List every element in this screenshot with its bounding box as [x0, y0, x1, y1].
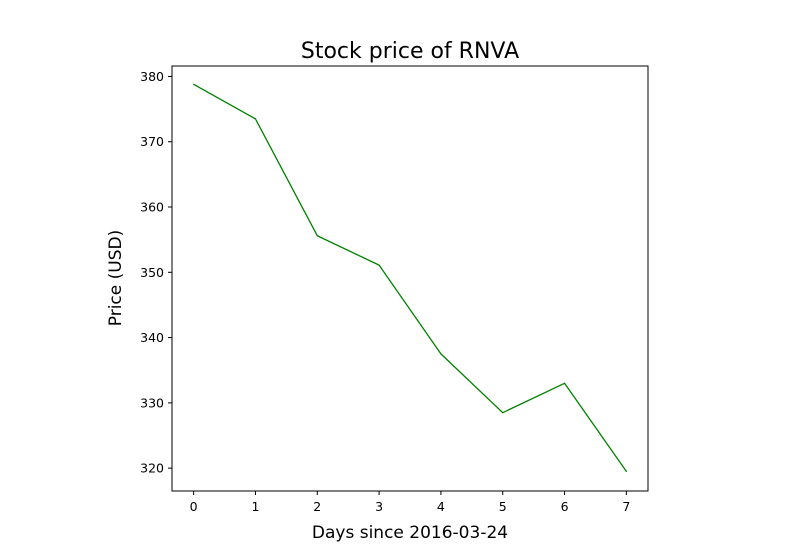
y-tick-label: 320 — [140, 461, 164, 476]
y-axis-label: Price (USD) — [106, 230, 126, 326]
x-axis-label: Days since 2016-03-24 — [312, 523, 508, 543]
price-data-point — [378, 264, 380, 266]
x-axis-ticks: 0 1 2 3 4 5 6 7 — [190, 491, 630, 514]
price-data-point — [440, 353, 442, 355]
plot-area-frame — [171, 65, 649, 492]
price-data-point — [502, 412, 504, 414]
price-series-line — [193, 83, 627, 472]
price-data-point — [563, 382, 566, 384]
price-data-point — [316, 235, 318, 237]
x-tick-label: 2 — [313, 499, 321, 514]
series-layer — [193, 83, 627, 473]
y-tick-label: 350 — [140, 265, 164, 280]
chart-title: Stock price of RNVA — [301, 39, 519, 64]
x-tick-label: 6 — [561, 499, 569, 514]
price-data-point — [254, 118, 257, 120]
y-tick-label: 370 — [140, 134, 164, 149]
x-tick-label: 0 — [190, 499, 198, 514]
x-tick-label: 3 — [375, 499, 383, 514]
y-tick-label: 360 — [140, 200, 164, 215]
y-axis-ticks: 320 330 340 350 360 370 380 — [140, 69, 172, 476]
x-tick-label: 1 — [251, 499, 259, 514]
x-tick-label: 7 — [622, 499, 630, 514]
x-tick-label: 5 — [499, 499, 507, 514]
y-tick-label: 330 — [140, 395, 164, 410]
price-data-point — [625, 470, 627, 473]
y-tick-label: 340 — [140, 330, 164, 345]
x-tick-label: 4 — [437, 499, 445, 514]
price-data-point — [193, 83, 195, 85]
y-tick-label: 380 — [140, 69, 164, 84]
